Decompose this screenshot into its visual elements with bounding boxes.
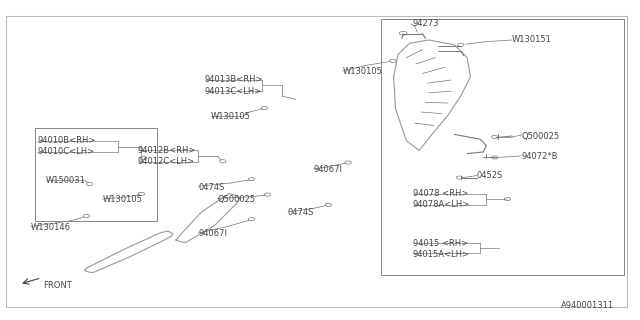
Text: 94010C<LH>: 94010C<LH> [37,148,94,156]
Text: 94013C<LH>: 94013C<LH> [205,87,262,96]
Text: W130151: W130151 [512,36,552,44]
Text: W130105: W130105 [342,68,382,76]
Text: 94273: 94273 [413,20,439,28]
Text: 94067I: 94067I [314,165,342,174]
Bar [381,19,624,275]
Text: W150031: W150031 [46,176,86,185]
Text: 94078 <RH>: 94078 <RH> [413,189,468,198]
Text: 94015A<LH>: 94015A<LH> [413,250,470,259]
Text: FRONT: FRONT [44,281,72,290]
Text: 0474S: 0474S [198,183,225,192]
Text: 94015 <RH>: 94015 <RH> [413,239,468,248]
Text: 0474S: 0474S [288,208,314,217]
Text: 94010B<RH>: 94010B<RH> [37,136,95,145]
Text: 94012B<RH>: 94012B<RH> [138,146,196,155]
Text: W130105: W130105 [102,196,142,204]
Text: W130146: W130146 [31,223,70,232]
Text: 94072*B: 94072*B [522,152,558,161]
Text: Q500025: Q500025 [218,195,256,204]
Text: 94013B<RH>: 94013B<RH> [205,76,263,84]
Bar [35,128,157,221]
Text: W130105: W130105 [211,112,251,121]
Text: 94078A<LH>: 94078A<LH> [413,200,470,209]
Text: 94012C<LH>: 94012C<LH> [138,157,195,166]
Text: 0452S: 0452S [477,172,503,180]
Text: Q500025: Q500025 [522,132,560,140]
Text: A940001311: A940001311 [561,301,614,310]
Text: 94067I: 94067I [198,229,227,238]
